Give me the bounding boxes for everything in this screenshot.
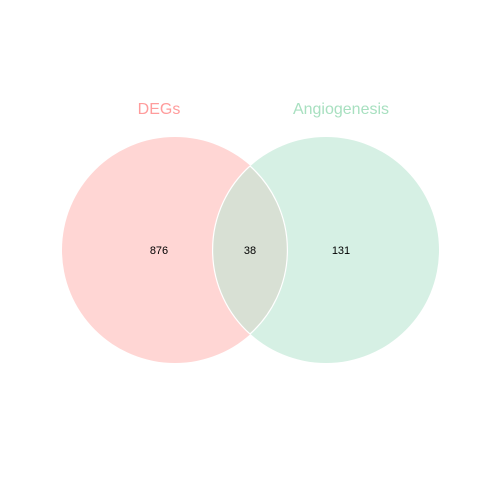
set-a-label: DEGs bbox=[138, 101, 181, 118]
count-only-a: 876 bbox=[150, 245, 168, 257]
count-only-b: 131 bbox=[332, 245, 350, 257]
set-a-boundary bbox=[249, 165, 289, 335]
intersection-region bbox=[213, 137, 288, 363]
count-intersection: 38 bbox=[244, 245, 256, 257]
set-b-boundary bbox=[211, 165, 251, 335]
set-b-label: Angiogenesis bbox=[293, 101, 389, 118]
